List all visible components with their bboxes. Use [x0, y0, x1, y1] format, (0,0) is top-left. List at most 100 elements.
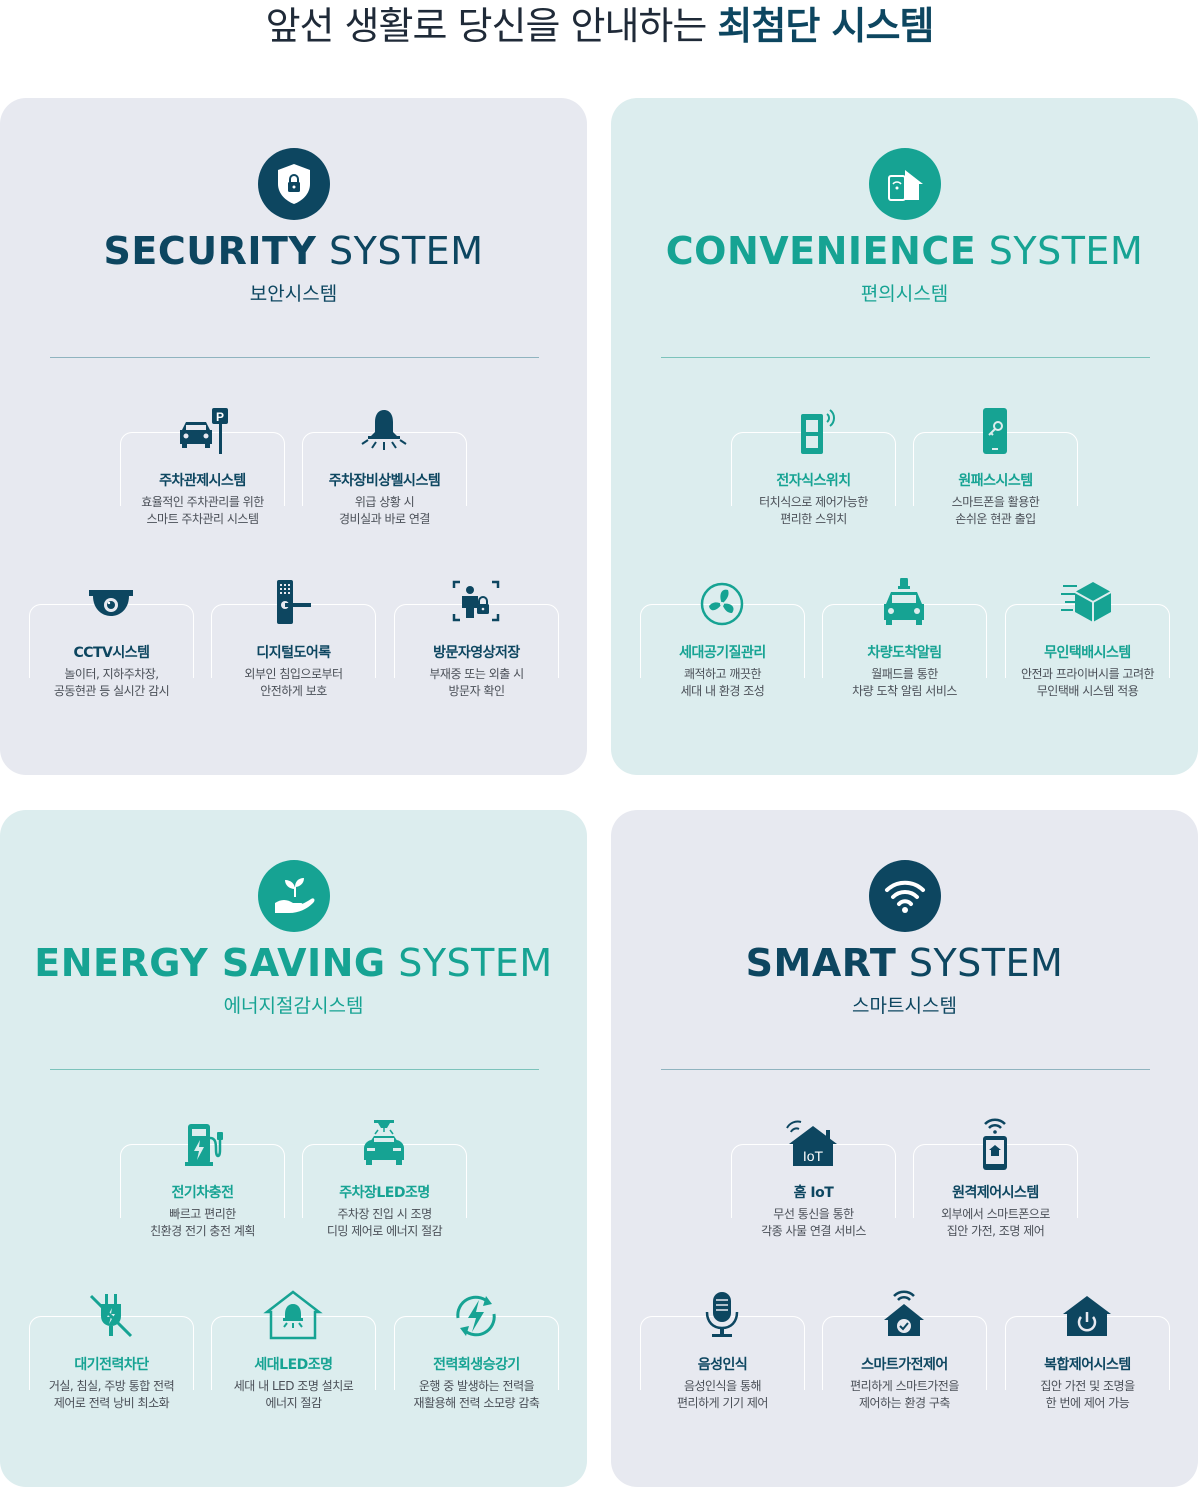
- feature-name: 무인택배시스템: [1044, 645, 1131, 661]
- power-regen-icon: [446, 1290, 506, 1342]
- feature-name: 방문자영상저장: [433, 645, 520, 661]
- feature-name: 세대공기질관리: [679, 645, 766, 661]
- page-title: 앞선 생활로 당신을 안내하는 최첨단 시스템: [0, 0, 1199, 60]
- car-light-icon: [354, 1118, 414, 1170]
- feature-desc: 외부에서 스마트폰으로 집안 가전, 조명 제어: [893, 1206, 1098, 1240]
- feature-home-iot: IoT 홈 IoT 무선 통신을 통한 각종 사물 연결 서비스: [731, 1118, 896, 1238]
- desc-line: 친환경 전기 충전 계획: [150, 1224, 255, 1238]
- desc-line: 스마트폰을 활용한: [951, 495, 1040, 509]
- desc-line: 안전하게 보호: [260, 684, 327, 698]
- feature-onepass: 원패스시스템 스마트폰을 활용한 손쉬운 현관 출입: [913, 406, 1078, 526]
- delivery-box-icon: [1057, 578, 1117, 630]
- feature-name: 전자식스위치: [776, 473, 851, 489]
- plug-off-icon: [81, 1290, 141, 1342]
- ev-charger-icon: [172, 1118, 232, 1170]
- feature-parking-led: 주차장LED조명 주차장 진입 시 조명 디밍 제어로 에너지 절감: [302, 1118, 467, 1238]
- desc-line: 집안 가전 및 조명을: [1040, 1379, 1135, 1393]
- feature-name: 주차장비상벨시스템: [328, 473, 441, 489]
- energy-panel-title: ENERGY SAVING SYSTEM: [0, 940, 587, 986]
- feature-air-quality: 세대공기질관리 쾌적하고 깨끗한 세대 내 환경 조성: [640, 578, 805, 698]
- touch-switch-icon: [783, 406, 843, 458]
- desc-line: 손쉬운 현관 출입: [955, 512, 1036, 526]
- feature-cctv: CCTV시스템 놀이터, 지하주차장, 공동현관 등 실시간 감시: [29, 578, 194, 698]
- feature-desc: 위급 상황 시 경비실과 바로 연결: [282, 494, 487, 528]
- feature-desc: 안전과 프라이버시를 고려한 무인택배 시스템 적용: [985, 666, 1190, 700]
- home-iot-icon: IoT: [783, 1118, 843, 1170]
- feature-desc: 편리하게 스마트가전을 제어하는 환경 구축: [802, 1378, 1007, 1412]
- feature-name: 전력회생승강기: [433, 1357, 520, 1373]
- car-alarm-icon: [874, 578, 934, 630]
- convenience-panel-title: CONVENIENCE SYSTEM: [611, 228, 1198, 274]
- title-light: SYSTEM: [988, 229, 1144, 273]
- convenience-panel-subtitle: 편의시스템: [860, 283, 949, 305]
- desc-line: 거실, 침실, 주방 통합 전력: [48, 1379, 175, 1393]
- desc-line: 운행 중 발생하는 전력을: [418, 1379, 535, 1393]
- feature-car-arrival: 차량도착알림 월패드를 통한 차량 도착 알림 서비스: [822, 578, 987, 698]
- desc-line: 경비실과 바로 연결: [339, 512, 430, 526]
- title-bold: SECURITY: [103, 229, 317, 273]
- title-light: SYSTEM: [908, 941, 1064, 985]
- feature-name: 대기전력차단: [74, 1357, 149, 1373]
- feature-desc: 세대 내 LED 조명 설치로 에너지 절감: [191, 1378, 396, 1412]
- feature-regenerative-elevator: 전력회생승강기 운행 중 발생하는 전력을 재활용해 전력 소모량 감축: [394, 1290, 559, 1410]
- feature-desc: 월패드를 통한 차량 도착 알림 서비스: [802, 666, 1007, 700]
- feature-standby-power-cut: 대기전력차단 거실, 침실, 주방 통합 전력 제어로 전력 낭비 최소화: [29, 1290, 194, 1410]
- desc-line: 에너지 절감: [265, 1396, 322, 1410]
- convenience-panel: CONVENIENCE SYSTEM 편의시스템 전자식스위치 터치식으로 제어…: [611, 98, 1198, 775]
- feature-smart-appliance: 스마트가전제어 편리하게 스마트가전을 제어하는 환경 구축: [822, 1290, 987, 1410]
- feature-desc: 외부인 침입으로부터 안전하게 보호: [191, 666, 396, 700]
- security-panel-subtitle: 보안시스템: [249, 283, 338, 305]
- feature-name: 주차장LED조명: [339, 1185, 430, 1201]
- desc-line: 편리하게 기기 제어: [677, 1396, 768, 1410]
- divider: [661, 357, 1150, 358]
- feature-desc: 터치식으로 제어가능한 편리한 스위치: [711, 494, 916, 528]
- desc-line: 빠르고 편리한: [169, 1207, 236, 1221]
- smart-panel: SMART SYSTEM 스마트시스템 IoT 홈 IoT 무선 통신을 통한 …: [611, 810, 1198, 1487]
- feature-desc: 거실, 침실, 주방 통합 전력 제어로 전력 낭비 최소화: [9, 1378, 214, 1412]
- visitor-record-icon: [446, 578, 506, 630]
- feature-name: 원격제어시스템: [952, 1185, 1039, 1201]
- smart-home-check-icon: [874, 1290, 934, 1342]
- remote-phone-icon: [965, 1118, 1025, 1170]
- desc-line: 집안 가전, 조명 제어: [946, 1224, 1045, 1238]
- feature-name: 디지털도어록: [256, 645, 331, 661]
- divider: [661, 1069, 1150, 1070]
- desc-line: 차량 도착 알림 서비스: [852, 684, 957, 698]
- feature-desc: 집안 가전 및 조명을 한 번에 제어 가능: [985, 1378, 1190, 1412]
- desc-line: 효율적인 주차관리를 위한: [141, 495, 264, 509]
- cctv-camera-icon: [81, 578, 141, 630]
- desc-line: 주차장 진입 시 조명: [337, 1207, 432, 1221]
- desc-line: 제어하는 환경 구축: [859, 1396, 950, 1410]
- feature-desc: 놀이터, 지하주차장, 공동현관 등 실시간 감시: [9, 666, 214, 700]
- desc-line: 재활용해 전력 소모량 감축: [413, 1396, 540, 1410]
- energy-saving-panel: ENERGY SAVING SYSTEM 에너지절감시스템 전기차충전 빠르고 …: [0, 810, 587, 1487]
- feature-digital-doorlock: 디지털도어록 외부인 침입으로부터 안전하게 보호: [211, 578, 376, 698]
- title-bold: CONVENIENCE: [665, 229, 977, 273]
- desc-line: 외부인 침입으로부터: [244, 667, 343, 681]
- desc-line: 위급 상황 시: [354, 495, 415, 509]
- phone-key-icon: [965, 406, 1025, 458]
- desc-line: 방문자 확인: [448, 684, 505, 698]
- feature-touch-switch: 전자식스위치 터치식으로 제어가능한 편리한 스위치: [731, 406, 896, 526]
- desc-line: 편리하게 스마트가전을: [850, 1379, 959, 1393]
- page-title-strong: 최첨단 시스템: [717, 4, 934, 48]
- smart-panel-title: SMART SYSTEM: [611, 940, 1198, 986]
- feature-name: 홈 IoT: [793, 1185, 834, 1201]
- plant-hand-icon: [258, 860, 330, 932]
- page-title-normal: 앞선 생활로 당신을 안내하는: [265, 4, 708, 48]
- feature-name: 스마트가전제어: [861, 1357, 948, 1373]
- feature-home-led: 세대LED조명 세대 내 LED 조명 설치로 에너지 절감: [211, 1290, 376, 1410]
- desc-line: 부재중 또는 외출 시: [429, 667, 524, 681]
- feature-desc: 효율적인 주차관리를 위한 스마트 주차관리 시스템: [100, 494, 305, 528]
- feature-desc: 운행 중 발생하는 전력을 재활용해 전력 소모량 감축: [374, 1378, 579, 1412]
- home-lamp-icon: [263, 1290, 323, 1342]
- title-bold: SMART: [745, 941, 897, 985]
- feature-desc: 음성인식을 통해 편리하게 기기 제어: [620, 1378, 825, 1412]
- feature-desc: 무선 통신을 통한 각종 사물 연결 서비스: [711, 1206, 916, 1240]
- feature-name: 복합제어시스템: [1044, 1357, 1131, 1373]
- desc-line: 외부에서 스마트폰으로: [941, 1207, 1050, 1221]
- feature-name: 차량도착알림: [867, 645, 942, 661]
- ventilation-fan-icon: [692, 578, 752, 630]
- feature-parking-emergency-bell: 주차장비상벨시스템 위급 상황 시 경비실과 바로 연결: [302, 406, 467, 526]
- title-bold: ENERGY SAVING: [34, 941, 386, 985]
